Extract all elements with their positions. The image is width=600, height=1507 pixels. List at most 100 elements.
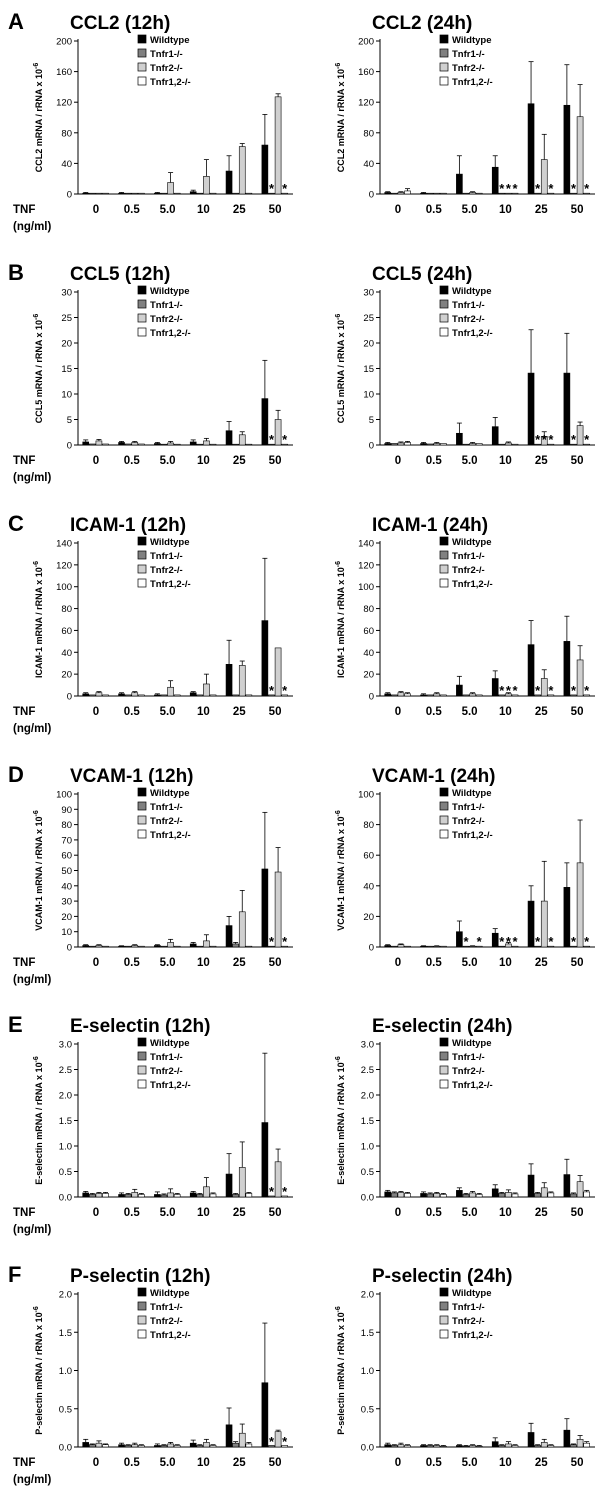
bar-Tnfr2-/-	[131, 1192, 139, 1198]
bar-Wildtype	[563, 1174, 571, 1198]
y-axis-label-text: CCL2 mRNA / rRNA x 10	[336, 69, 346, 172]
bar-Tnfr1,2-/-	[245, 1193, 253, 1198]
bar-Wildtype	[527, 900, 535, 948]
bar-Wildtype	[456, 684, 463, 697]
y-tick-label: 80	[61, 128, 72, 139]
bar-Tnfr2-/-	[95, 192, 103, 195]
bar-Wildtype	[82, 945, 90, 948]
bar-Wildtype	[154, 192, 161, 195]
bar-Tnfr2-/-	[167, 942, 174, 948]
bar-Wildtype	[491, 678, 499, 697]
legend-label: Tnfr1,2-/-	[150, 328, 191, 339]
significance-star: *	[571, 683, 577, 698]
bar-Tnfr2-/-	[397, 1444, 405, 1448]
bar-Tnfr1-/-	[124, 443, 132, 446]
significance-star: *	[571, 181, 577, 196]
significance-star: *	[584, 181, 590, 196]
bar-Wildtype	[456, 173, 463, 195]
significance-star: *	[477, 934, 483, 949]
bar-Tnfr1,2-/-	[281, 443, 288, 446]
y-axis-label-text: E-selectin mRNA / rRNA x 10	[336, 1062, 346, 1184]
bar-Tnfr1-/-	[232, 943, 239, 948]
y-axis-label: VCAM-1 mRNA / rRNA x 10-6	[335, 810, 346, 931]
y-tick-label: 25	[363, 313, 374, 324]
bar-Tnfr1,2-/-	[440, 1445, 447, 1448]
bar-Tnfr1,2-/-	[173, 1445, 181, 1448]
x-tick-label: 10	[499, 455, 512, 467]
significance-star: *	[571, 934, 577, 949]
legend-swatch	[439, 564, 449, 574]
y-tick-label: 2.0	[361, 1290, 374, 1301]
bar-Tnfr1,2-/-	[245, 945, 253, 948]
bar-Tnfr2-/-	[397, 1192, 405, 1198]
significance-star: *	[506, 683, 512, 698]
y-tick-label: 70	[61, 835, 72, 846]
chart-panel-12: P-selectin (24h) 0.0 0.5 1.0 1.5 2.0 P-selecti…	[335, 1266, 595, 1469]
chart-title: ICAM-1 (12h)	[70, 515, 186, 536]
significance-star: *	[282, 683, 288, 698]
bar-Tnfr1,2-/-	[102, 192, 109, 195]
bar-Tnfr1-/-	[570, 945, 577, 948]
bar-Tnfr1,2-/-	[102, 694, 109, 697]
chart-title: CCL5 (24h)	[372, 264, 472, 285]
bar-Tnfr1,2-/-	[173, 945, 181, 948]
y-tick-label: 50	[61, 866, 72, 877]
bar-Wildtype	[189, 191, 197, 195]
bar-Tnfr1,2-/-	[102, 443, 109, 446]
bar-Tnfr1,2-/-	[209, 1445, 217, 1448]
x-tick-label: 10	[197, 1457, 210, 1469]
legend-label: Tnfr1,2-/-	[452, 830, 493, 841]
y-tick-label: 0	[369, 943, 374, 954]
bar-Tnfr2-/-	[505, 192, 512, 195]
y-tick-label: 200	[56, 37, 72, 48]
significance-star: *	[535, 934, 541, 949]
y-axis-label-text: VCAM-1 mRNA / rRNA x 10	[336, 816, 346, 930]
legend-label: Wildtype	[150, 788, 190, 799]
bar-Wildtype	[384, 443, 392, 446]
bar-Tnfr1,2-/-	[583, 945, 590, 948]
significance-star: *	[269, 683, 275, 698]
y-tick-label: 20	[363, 912, 374, 923]
bar-Tnfr1,2-/-	[281, 945, 288, 948]
bar-Tnfr1,2-/-	[547, 945, 555, 948]
bar-Tnfr2-/-	[469, 945, 476, 948]
legend-label: Tnfr2-/-	[150, 1066, 183, 1077]
bar-Tnfr2-/-	[238, 665, 246, 697]
y-tick-label: 10	[61, 927, 72, 938]
y-tick-label: 100	[56, 582, 72, 593]
bar-Tnfr1,2-/-	[209, 443, 217, 446]
tnf-label: TNF	[13, 455, 35, 467]
bar-Tnfr2-/-	[95, 440, 103, 446]
bar-Tnfr1-/-	[391, 694, 398, 697]
legend-swatch	[137, 1065, 147, 1075]
significance-star: *	[282, 432, 288, 447]
legend-swatch	[439, 1301, 449, 1311]
chart-title: CCL2 (24h)	[372, 13, 472, 34]
bar-Tnfr1-/-	[498, 1193, 506, 1198]
y-tick-label: 0	[369, 441, 374, 452]
bar-Tnfr1,2-/-	[583, 1191, 590, 1198]
bar-Tnfr2-/-	[540, 159, 548, 195]
bar-Tnfr1-/-	[391, 945, 398, 948]
y-tick-label: 2.5	[361, 1065, 374, 1076]
bar-Tnfr2-/-	[238, 434, 246, 446]
y-tick-label: 25	[61, 313, 72, 324]
x-tick-label: 10	[499, 957, 512, 969]
x-tick-label: 0	[93, 706, 99, 718]
legend-label: Wildtype	[452, 788, 492, 799]
y-axis-label-text: ICAM-1 mRNA / rRNA x 10	[336, 567, 346, 678]
bar-Tnfr1,2-/-	[475, 1445, 483, 1448]
x-tick-label: 0.5	[124, 204, 141, 216]
y-tick-label: 140	[56, 539, 72, 550]
x-tick-label: 25	[535, 1207, 548, 1219]
x-tick-label: 25	[535, 455, 548, 467]
bar-Wildtype	[261, 620, 269, 697]
chart-panel-4: CCL5 (24h) 0 5 10 15 20 25 30 CCL5 mRNA / rRNA x…	[335, 264, 595, 467]
unit-label: (ng/ml)	[13, 723, 51, 735]
legend-swatch	[439, 801, 449, 811]
significance-star: *	[269, 181, 275, 196]
y-axis-label-sup: -6	[33, 810, 40, 816]
bar-Wildtype	[225, 664, 233, 697]
bar-Tnfr1-/-	[268, 945, 275, 948]
